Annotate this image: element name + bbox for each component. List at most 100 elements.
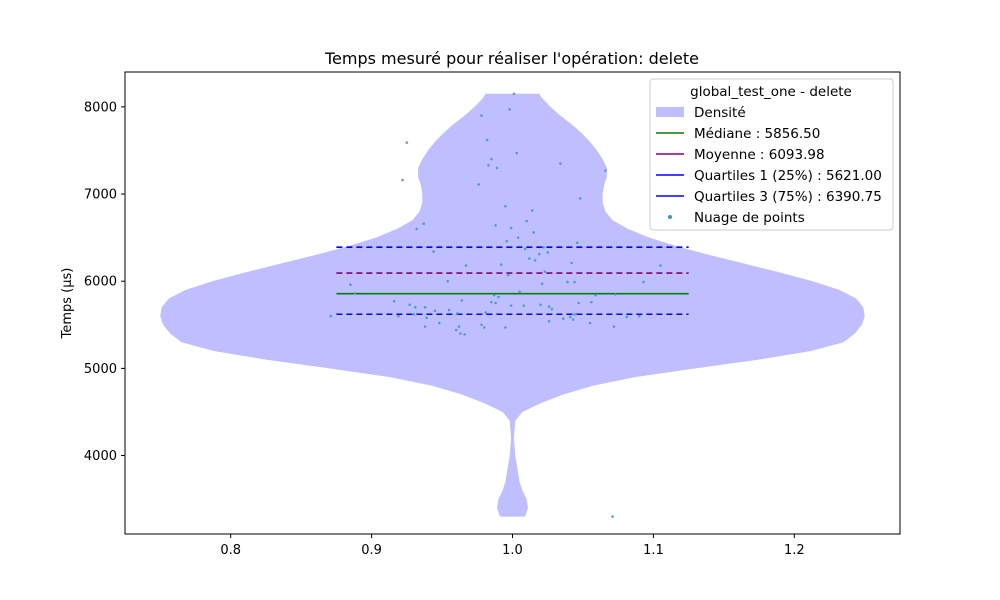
- data-point: [497, 295, 500, 299]
- y-tick-label: 7000: [84, 188, 117, 203]
- data-point: [573, 280, 576, 284]
- legend-entries: Densité Médiane : 5856.50 Moyenne : 6093.9…: [656, 105, 882, 226]
- legend-label: Quartiles 3 (75%) : 6390.75: [694, 189, 882, 205]
- data-point: [543, 270, 547, 273]
- point-cloud: [329, 92, 662, 518]
- x-axis: 0.8 0.9 1.0 1.1 1.2: [220, 534, 805, 558]
- data-point: [537, 252, 541, 256]
- data-point: [577, 301, 581, 305]
- data-point: [594, 293, 597, 297]
- data-point: [433, 309, 437, 313]
- data-point: [522, 304, 526, 307]
- data-point: [614, 292, 617, 296]
- legend-label: Moyenne : 6093.98: [694, 147, 825, 163]
- data-point: [446, 279, 449, 283]
- legend-label: Médiane : 5856.50: [694, 126, 820, 142]
- data-point: [494, 301, 497, 305]
- data-point: [559, 162, 562, 165]
- data-point: [566, 280, 569, 284]
- data-point: [483, 326, 486, 329]
- data-point: [638, 314, 641, 318]
- legend-swatch-point: [668, 215, 672, 219]
- data-point: [530, 209, 534, 212]
- data-point: [485, 138, 489, 142]
- data-point: [518, 290, 521, 293]
- y-tick-label: 5000: [84, 362, 117, 377]
- data-point: [516, 236, 520, 239]
- data-point: [397, 314, 400, 318]
- data-point: [505, 239, 509, 243]
- data-point: [423, 325, 427, 328]
- y-tick-label: 8000: [84, 100, 117, 115]
- data-point: [659, 264, 662, 267]
- data-point: [447, 308, 451, 312]
- x-tick-label: 0.8: [220, 543, 241, 558]
- data-point: [490, 157, 493, 161]
- data-point: [561, 317, 565, 320]
- data-point: [604, 169, 607, 172]
- data-point: [550, 307, 554, 311]
- legend-box: [649, 78, 894, 231]
- legend-swatch-density: [656, 107, 684, 117]
- violin-layer: [160, 93, 865, 517]
- data-point: [477, 183, 480, 186]
- data-point: [460, 299, 464, 302]
- data-point: [573, 313, 576, 316]
- x-tick-label: 1.1: [643, 543, 664, 558]
- data-point: [588, 321, 592, 325]
- data-point: [432, 250, 435, 253]
- data-point: [509, 226, 513, 230]
- data-point: [492, 293, 496, 297]
- data-point: [459, 332, 462, 335]
- data-point: [490, 300, 493, 304]
- data-point: [392, 299, 396, 303]
- data-point: [528, 257, 531, 260]
- data-point: [422, 222, 426, 225]
- data-point: [547, 305, 551, 308]
- data-point: [525, 219, 528, 223]
- data-point: [546, 251, 550, 254]
- data-point: [533, 258, 537, 262]
- data-point: [413, 306, 417, 309]
- data-point: [611, 515, 614, 518]
- data-point: [437, 321, 441, 325]
- data-point: [539, 303, 542, 307]
- data-point: [576, 241, 579, 245]
- data-point: [495, 166, 499, 170]
- x-tick-label: 0.9: [361, 543, 382, 558]
- legend: global_test_one - delete Densité Médiane …: [649, 78, 894, 231]
- data-point: [523, 247, 527, 251]
- data-point: [412, 313, 416, 316]
- data-point: [456, 312, 459, 315]
- data-point: [499, 263, 503, 266]
- legend-title: global_test_one - delete: [690, 84, 852, 100]
- data-point: [504, 204, 507, 208]
- data-point: [454, 328, 458, 332]
- data-point: [487, 163, 490, 167]
- data-point: [542, 245, 545, 249]
- data-point: [405, 141, 409, 144]
- data-point: [508, 108, 511, 111]
- data-point: [423, 306, 427, 309]
- statistic-lines: [336, 246, 689, 316]
- data-point: [353, 292, 356, 295]
- data-point: [590, 300, 593, 304]
- data-point: [540, 282, 544, 286]
- data-point: [612, 325, 616, 328]
- data-point: [480, 114, 483, 117]
- y-tick-label: 4000: [84, 449, 117, 464]
- violin-density: [160, 93, 865, 517]
- data-point: [408, 303, 411, 307]
- data-point: [570, 261, 573, 265]
- data-point: [504, 326, 507, 329]
- data-point: [349, 283, 352, 286]
- data-point: [547, 320, 551, 323]
- data-point: [484, 311, 488, 314]
- x-tick-label: 1.0: [502, 543, 523, 558]
- data-point: [457, 325, 461, 328]
- data-point: [578, 197, 582, 200]
- x-tick-label: 1.2: [784, 543, 805, 558]
- legend-label: Nuage de points: [694, 210, 805, 226]
- data-point: [401, 178, 404, 182]
- data-point: [506, 273, 510, 277]
